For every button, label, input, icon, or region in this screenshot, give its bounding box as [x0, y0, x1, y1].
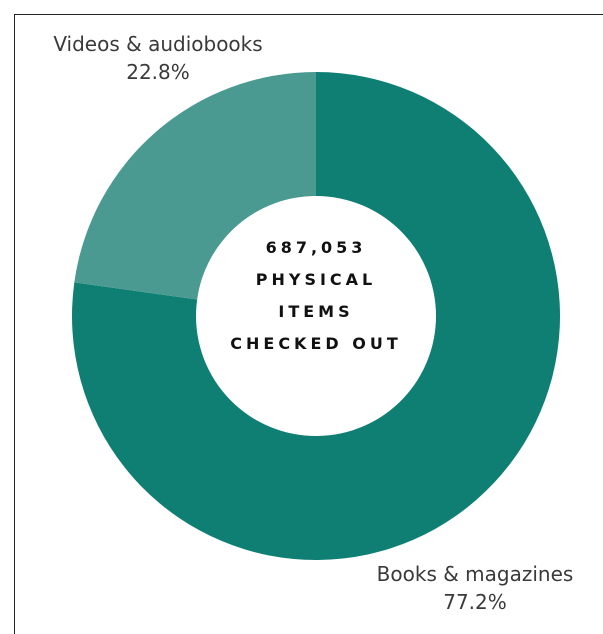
slice-name: Videos & audiobooks: [53, 32, 263, 56]
donut-center-label: 687,053 PHYSICAL ITEMS CHECKED OUT: [196, 232, 436, 360]
chart-frame: [14, 14, 603, 634]
slice-percent: 22.8%: [126, 60, 190, 84]
center-line-1: PHYSICAL: [255, 270, 377, 289]
donut-slice-videos-audiobooks: [74, 72, 316, 300]
center-line-3: CHECKED OUT: [230, 334, 402, 353]
slice-percent: 77.2%: [443, 590, 507, 614]
donut-slice-books-magazines: [72, 72, 561, 561]
slice-label-books-magazines: Books & magazines 77.2%: [350, 560, 600, 616]
total-count: 687,053: [265, 238, 367, 257]
center-line-2: ITEMS: [278, 302, 354, 321]
slice-label-videos-audiobooks: Videos & audiobooks 22.8%: [18, 30, 298, 86]
slice-name: Books & magazines: [376, 562, 574, 586]
